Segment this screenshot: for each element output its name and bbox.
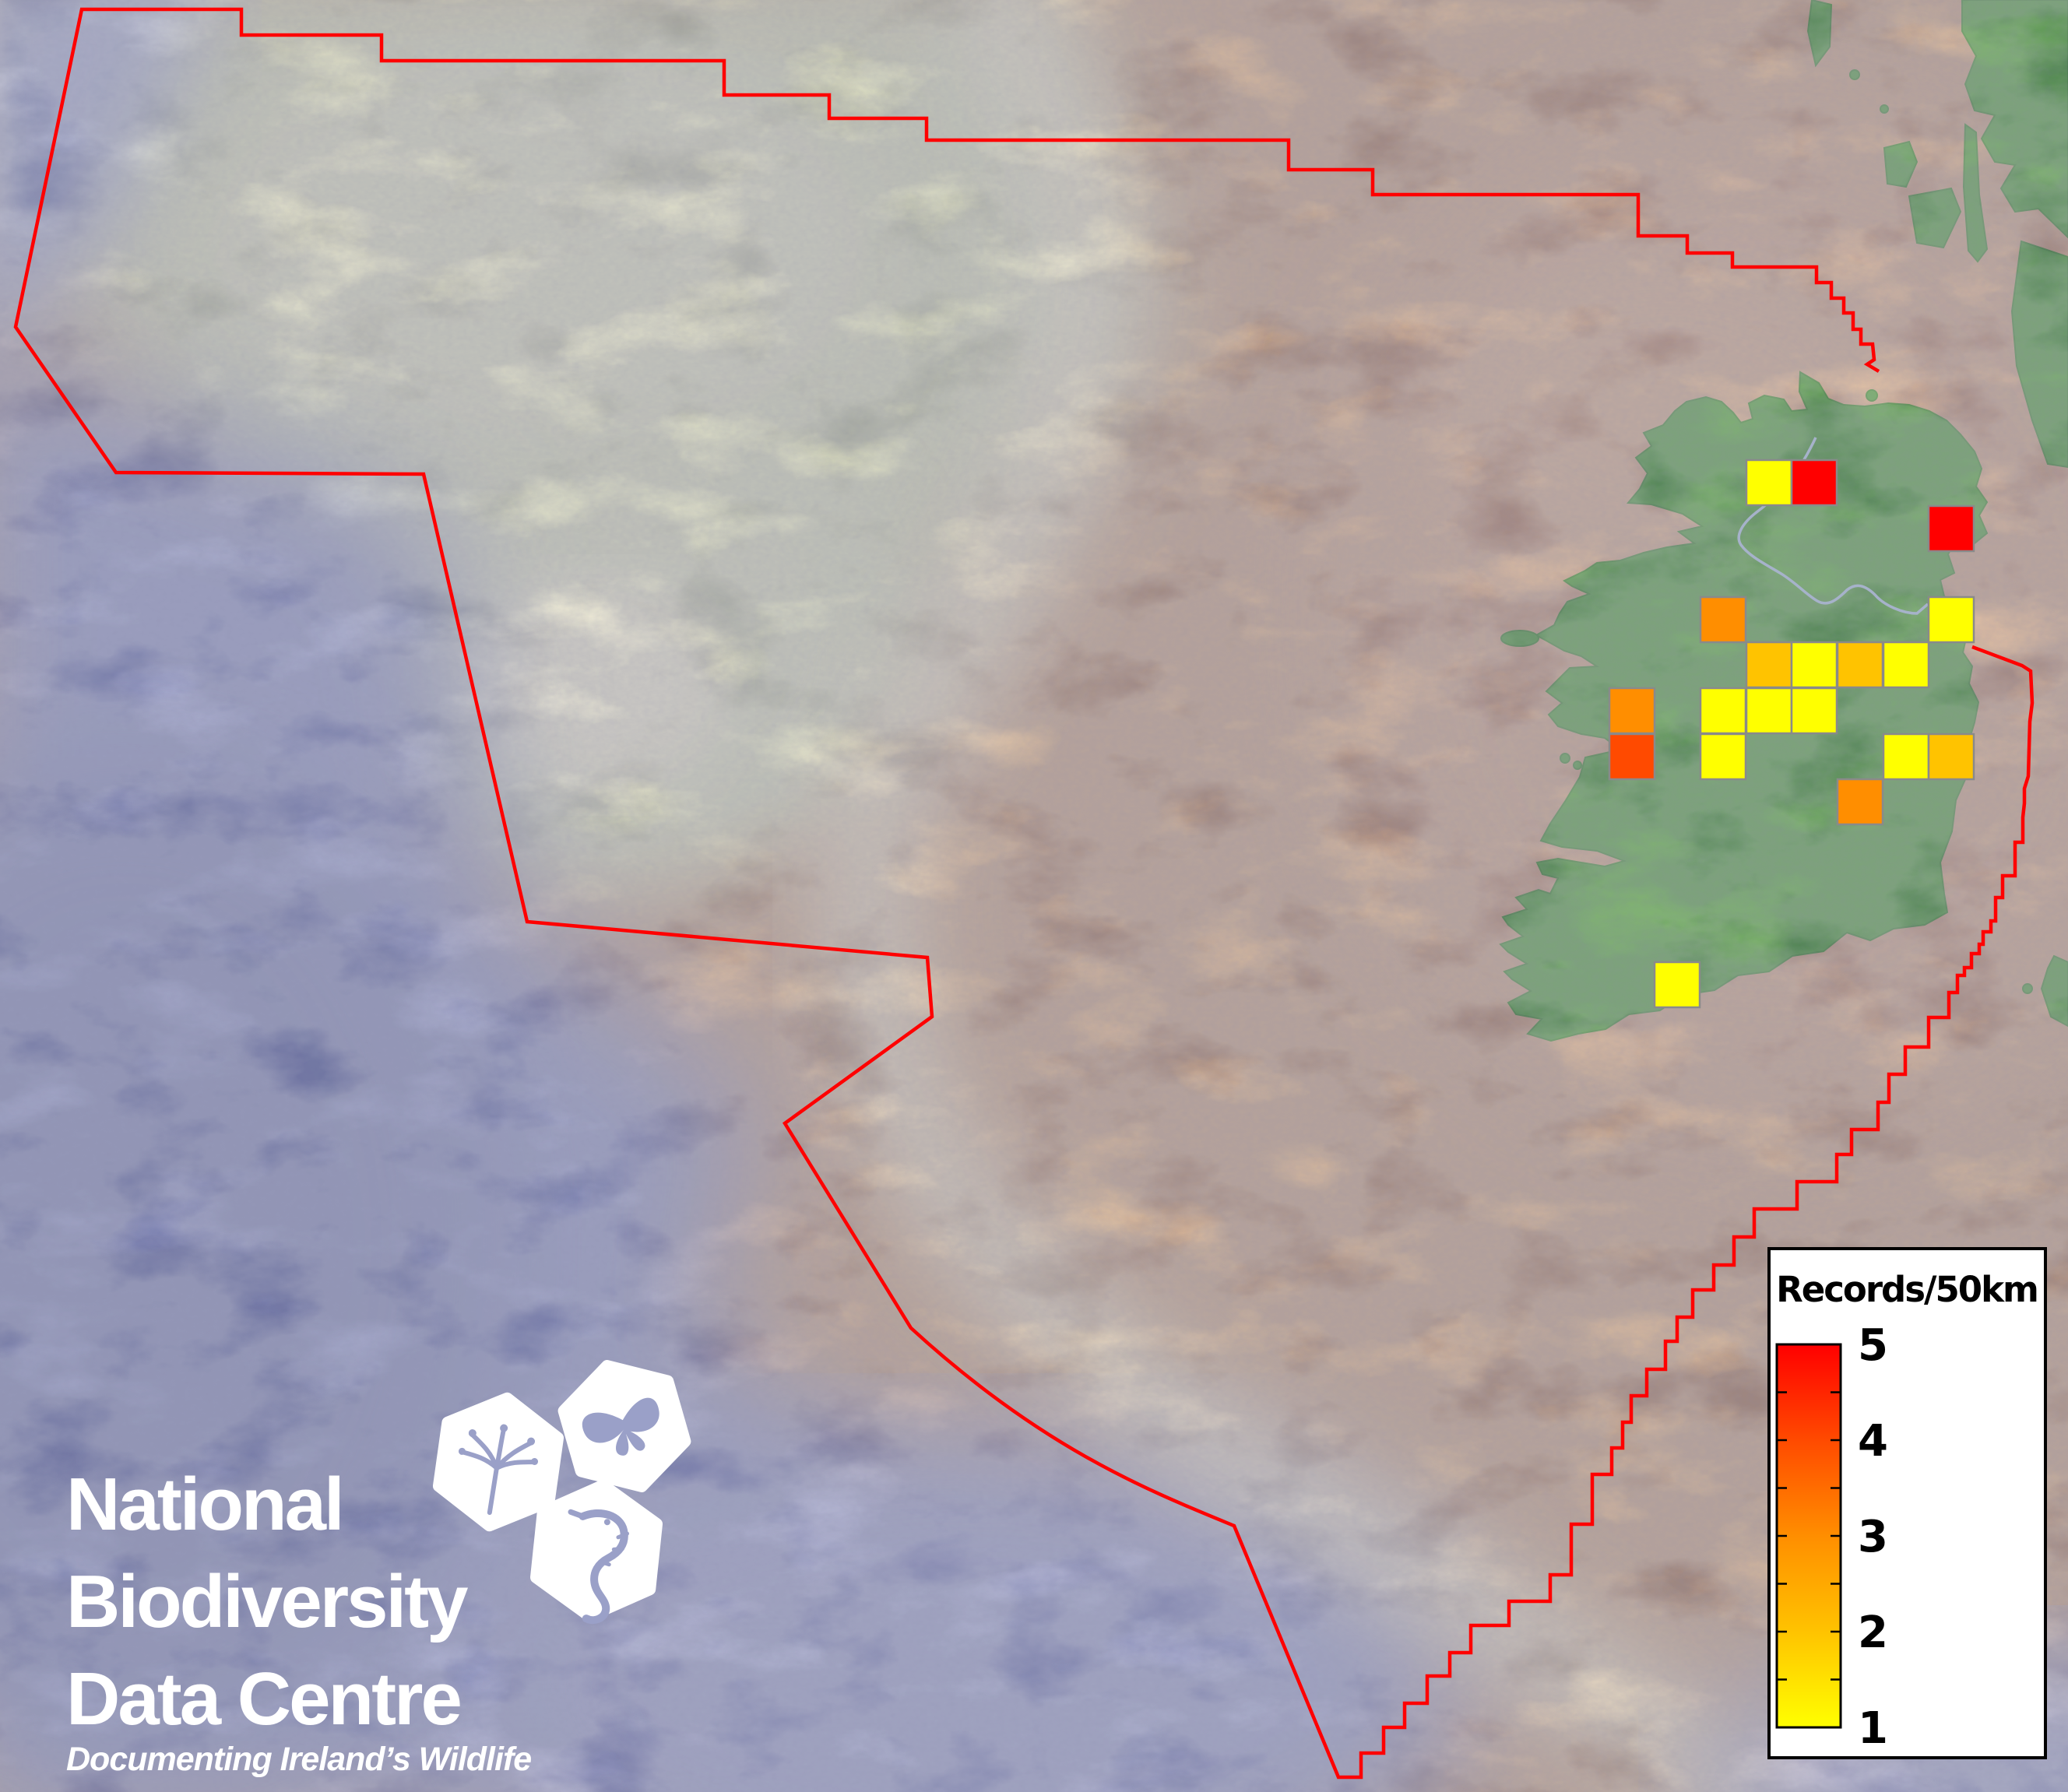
record-cell bbox=[1745, 641, 1793, 689]
legend-colorbar bbox=[1775, 1343, 1842, 1729]
designated-area-boundary bbox=[13, 7, 2035, 1780]
legend-ticks bbox=[1777, 1391, 1841, 1681]
record-cell bbox=[1927, 596, 1975, 644]
logo-line-2: Biodiversity bbox=[66, 1560, 468, 1643]
record-cell bbox=[1790, 459, 1838, 507]
legend-tick-label: 2 bbox=[1858, 1608, 1888, 1658]
record-cell bbox=[1927, 504, 1975, 553]
legend-labels: 5 4 3 2 1 bbox=[1858, 1320, 1888, 1754]
seahorse-hexagon-icon bbox=[530, 1479, 663, 1625]
record-cell bbox=[1653, 961, 1701, 1009]
record-cell bbox=[1699, 733, 1747, 781]
record-cell bbox=[1699, 687, 1747, 735]
record-cell bbox=[1608, 687, 1656, 735]
logo-tagline: Documenting Ireland’s Wildlife bbox=[66, 1741, 531, 1778]
logo-line-1: National bbox=[66, 1463, 343, 1546]
record-cell bbox=[1608, 733, 1656, 781]
legend-tick-label: 3 bbox=[1858, 1512, 1888, 1562]
legend-tick-label: 5 bbox=[1858, 1320, 1888, 1371]
butterfly-hexagon-icon bbox=[557, 1360, 691, 1492]
logo-line-3: Data Centre bbox=[66, 1657, 460, 1741]
logo-hexagons bbox=[432, 1360, 691, 1625]
record-cell bbox=[1790, 641, 1838, 689]
ni-border-line bbox=[1737, 437, 1929, 615]
nbdc-logo: National Biodiversity Data Centre Docume… bbox=[66, 1360, 691, 1778]
record-grid-layer bbox=[1608, 459, 1975, 1009]
record-cell bbox=[1927, 733, 1975, 781]
legend-tick-label: 4 bbox=[1858, 1416, 1888, 1467]
record-cell bbox=[1836, 778, 1884, 826]
legend-tick-label: 1 bbox=[1858, 1703, 1888, 1754]
legend: Records/50km 5 4 3 2 1 bbox=[1767, 1247, 2047, 1759]
record-cell bbox=[1836, 641, 1884, 689]
record-cell bbox=[1882, 641, 1930, 689]
record-cell bbox=[1882, 733, 1930, 781]
record-cell bbox=[1745, 459, 1793, 507]
record-cell bbox=[1699, 596, 1747, 644]
legend-title: Records/50km bbox=[1776, 1269, 2038, 1310]
record-cell bbox=[1745, 687, 1793, 735]
record-cell bbox=[1790, 687, 1838, 735]
logo-text: National Biodiversity Data Centre Docume… bbox=[66, 1463, 532, 1778]
plant-hexagon-icon bbox=[432, 1392, 564, 1532]
